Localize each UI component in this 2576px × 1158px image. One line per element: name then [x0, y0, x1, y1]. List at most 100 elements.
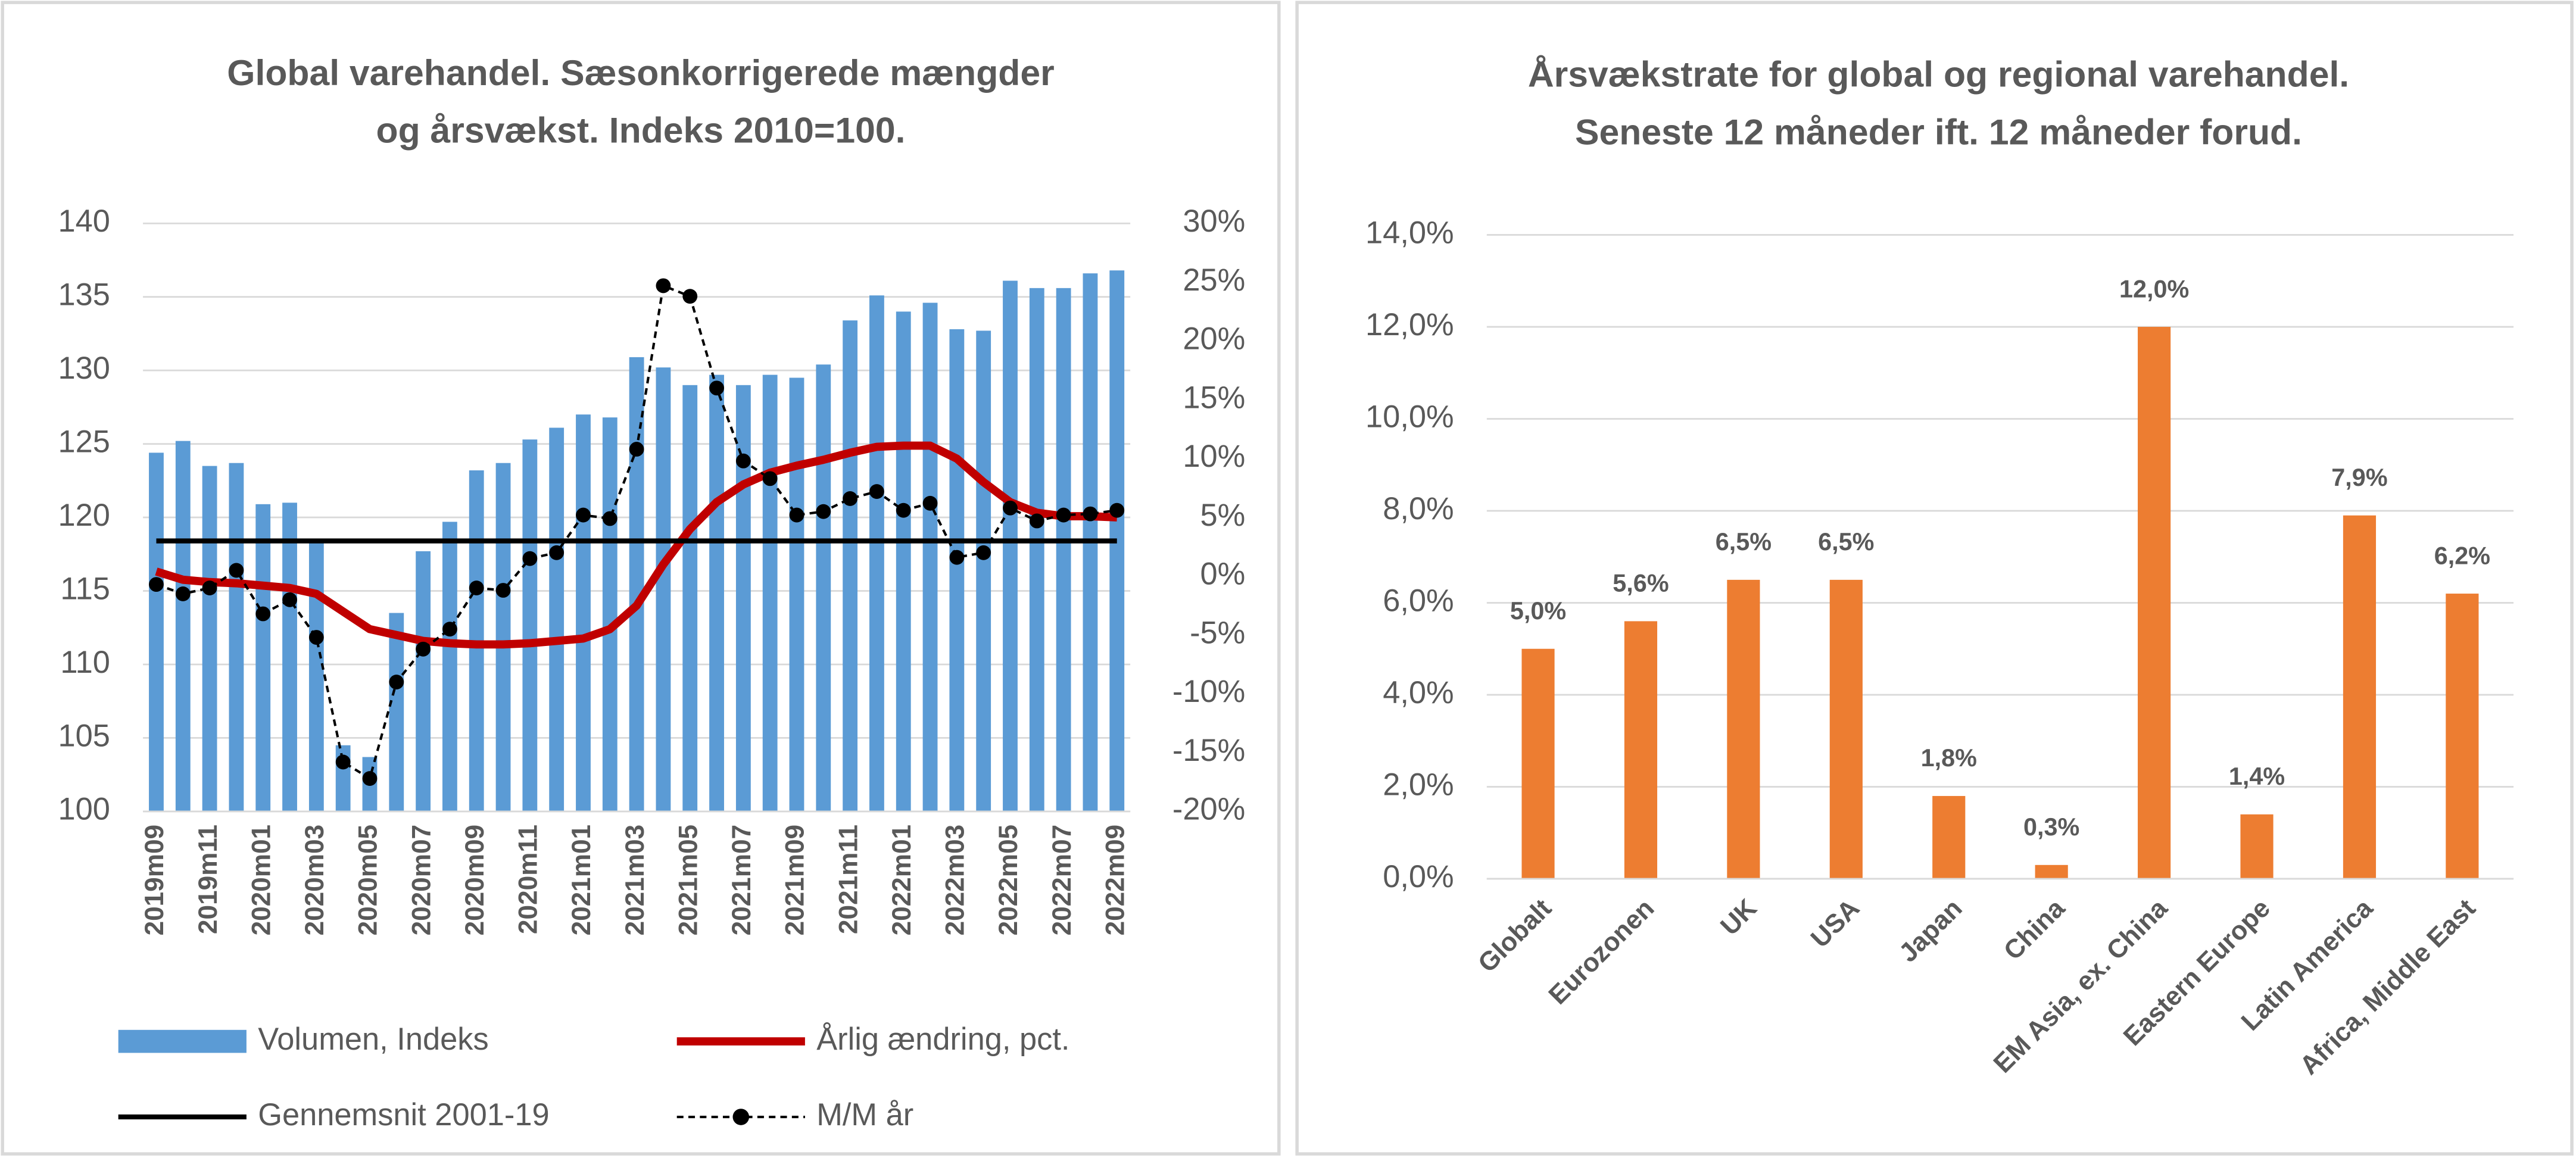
- bar: [442, 522, 457, 811]
- marker: [682, 289, 698, 304]
- marker: [656, 278, 671, 294]
- data-label: 1,4%: [2229, 763, 2285, 790]
- x-tick-label: 2021m05: [673, 825, 703, 935]
- marker: [469, 580, 484, 595]
- chart-title: Årsvækstrate for global og regional vare…: [1528, 54, 2349, 95]
- x-tick-label: 2020m07: [407, 825, 436, 935]
- x-tick-label: 2021m09: [781, 825, 810, 935]
- bar: [2035, 864, 2068, 879]
- marker: [949, 550, 965, 565]
- bar: [282, 502, 297, 811]
- marker: [576, 507, 591, 523]
- bar: [2446, 594, 2479, 879]
- chart-title: og årsvækst. Indeks 2010=100.: [376, 110, 906, 150]
- legend-label: Årlig ændring, pct.: [816, 1022, 1069, 1057]
- data-label: 6,5%: [1716, 528, 1772, 555]
- y-tick-label: 0,0%: [1383, 860, 1454, 894]
- bar: [416, 551, 431, 811]
- marker: [362, 771, 378, 786]
- y-tick-label: 105: [58, 719, 110, 753]
- bar: [843, 320, 858, 811]
- x-tick-label: 2020m01: [247, 825, 276, 935]
- bar: [922, 302, 938, 811]
- marker: [843, 491, 858, 506]
- y-tick-label: 10,0%: [1365, 399, 1454, 434]
- marker: [602, 511, 618, 526]
- bar: [2240, 814, 2274, 879]
- x-tick-label: 2021m11: [834, 825, 863, 934]
- bar: [602, 417, 618, 811]
- marker: [282, 592, 297, 607]
- marker: [1056, 507, 1071, 523]
- marker: [869, 484, 884, 499]
- bar: [1829, 579, 1863, 879]
- marker: [389, 675, 404, 690]
- marker: [629, 442, 644, 457]
- bar: [709, 374, 724, 811]
- marker: [816, 504, 831, 519]
- bar: [149, 452, 164, 811]
- bar: [2343, 515, 2377, 879]
- chart-title: Global varehandel. Sæsonkorrigerede mæng…: [227, 52, 1054, 93]
- marker: [1083, 506, 1098, 522]
- y-tick-label: 2,0%: [1383, 767, 1454, 802]
- bar: [522, 439, 538, 811]
- x-tick-label: 2020m09: [460, 825, 489, 935]
- x-tick-label: 2022m01: [887, 825, 916, 935]
- bar: [682, 385, 698, 811]
- bar: [816, 364, 831, 811]
- bar: [495, 463, 511, 811]
- bar: [2138, 327, 2171, 879]
- bar: [976, 330, 991, 811]
- bar: [762, 374, 778, 811]
- bar: [869, 295, 884, 811]
- x-tick-label: 2022m09: [1100, 825, 1130, 935]
- data-label: 1,8%: [1921, 744, 1977, 772]
- x-tick-label: 2020m11: [514, 825, 543, 934]
- y2-tick-label: 0%: [1200, 557, 1246, 592]
- data-label: 6,5%: [1818, 528, 1874, 555]
- y-tick-label: 120: [58, 498, 110, 533]
- marker: [549, 545, 565, 560]
- line: [155, 441, 1118, 649]
- bar: [1727, 579, 1760, 879]
- x-tick-label: 2019m11: [194, 825, 223, 934]
- bar: [255, 504, 271, 811]
- bar: [1056, 288, 1071, 811]
- legend-marker: [732, 1109, 750, 1125]
- marker: [762, 471, 778, 486]
- y-tick-label: 4,0%: [1383, 676, 1454, 710]
- marker: [255, 606, 271, 622]
- bar: [789, 377, 804, 811]
- y2-tick-label: 25%: [1183, 263, 1245, 298]
- y2-tick-label: 20%: [1183, 322, 1245, 357]
- y2-tick-label: -15%: [1172, 733, 1245, 768]
- data-label: 0,3%: [2023, 813, 2079, 841]
- y2-tick-label: -10%: [1172, 675, 1245, 709]
- y-tick-label: 130: [58, 351, 110, 386]
- marker: [922, 495, 938, 511]
- marker: [495, 583, 511, 598]
- bar: [656, 367, 671, 811]
- data-label: 5,0%: [1510, 597, 1566, 625]
- bar: [1029, 288, 1044, 811]
- bar: [1521, 648, 1555, 879]
- data-label: 12,0%: [2119, 275, 2189, 302]
- marker: [1109, 502, 1125, 518]
- legend-label: Gennemsnit 2001-19: [258, 1098, 549, 1132]
- x-tick-label: 2022m03: [941, 825, 970, 935]
- y2-tick-label: -5%: [1190, 616, 1245, 650]
- bar: [308, 541, 324, 811]
- marker: [416, 641, 431, 657]
- marker: [896, 502, 911, 518]
- chart-title: Seneste 12 måneder ift. 12 måneder forud…: [1575, 111, 2302, 152]
- marker: [709, 380, 724, 396]
- marker: [1029, 513, 1044, 529]
- y2-tick-label: 15%: [1183, 380, 1245, 415]
- data-label: 6,2%: [2434, 542, 2490, 569]
- marker: [522, 551, 538, 566]
- y-tick-label: 12,0%: [1365, 308, 1454, 342]
- y-tick-label: 125: [58, 425, 110, 459]
- y-tick-label: 100: [58, 792, 110, 827]
